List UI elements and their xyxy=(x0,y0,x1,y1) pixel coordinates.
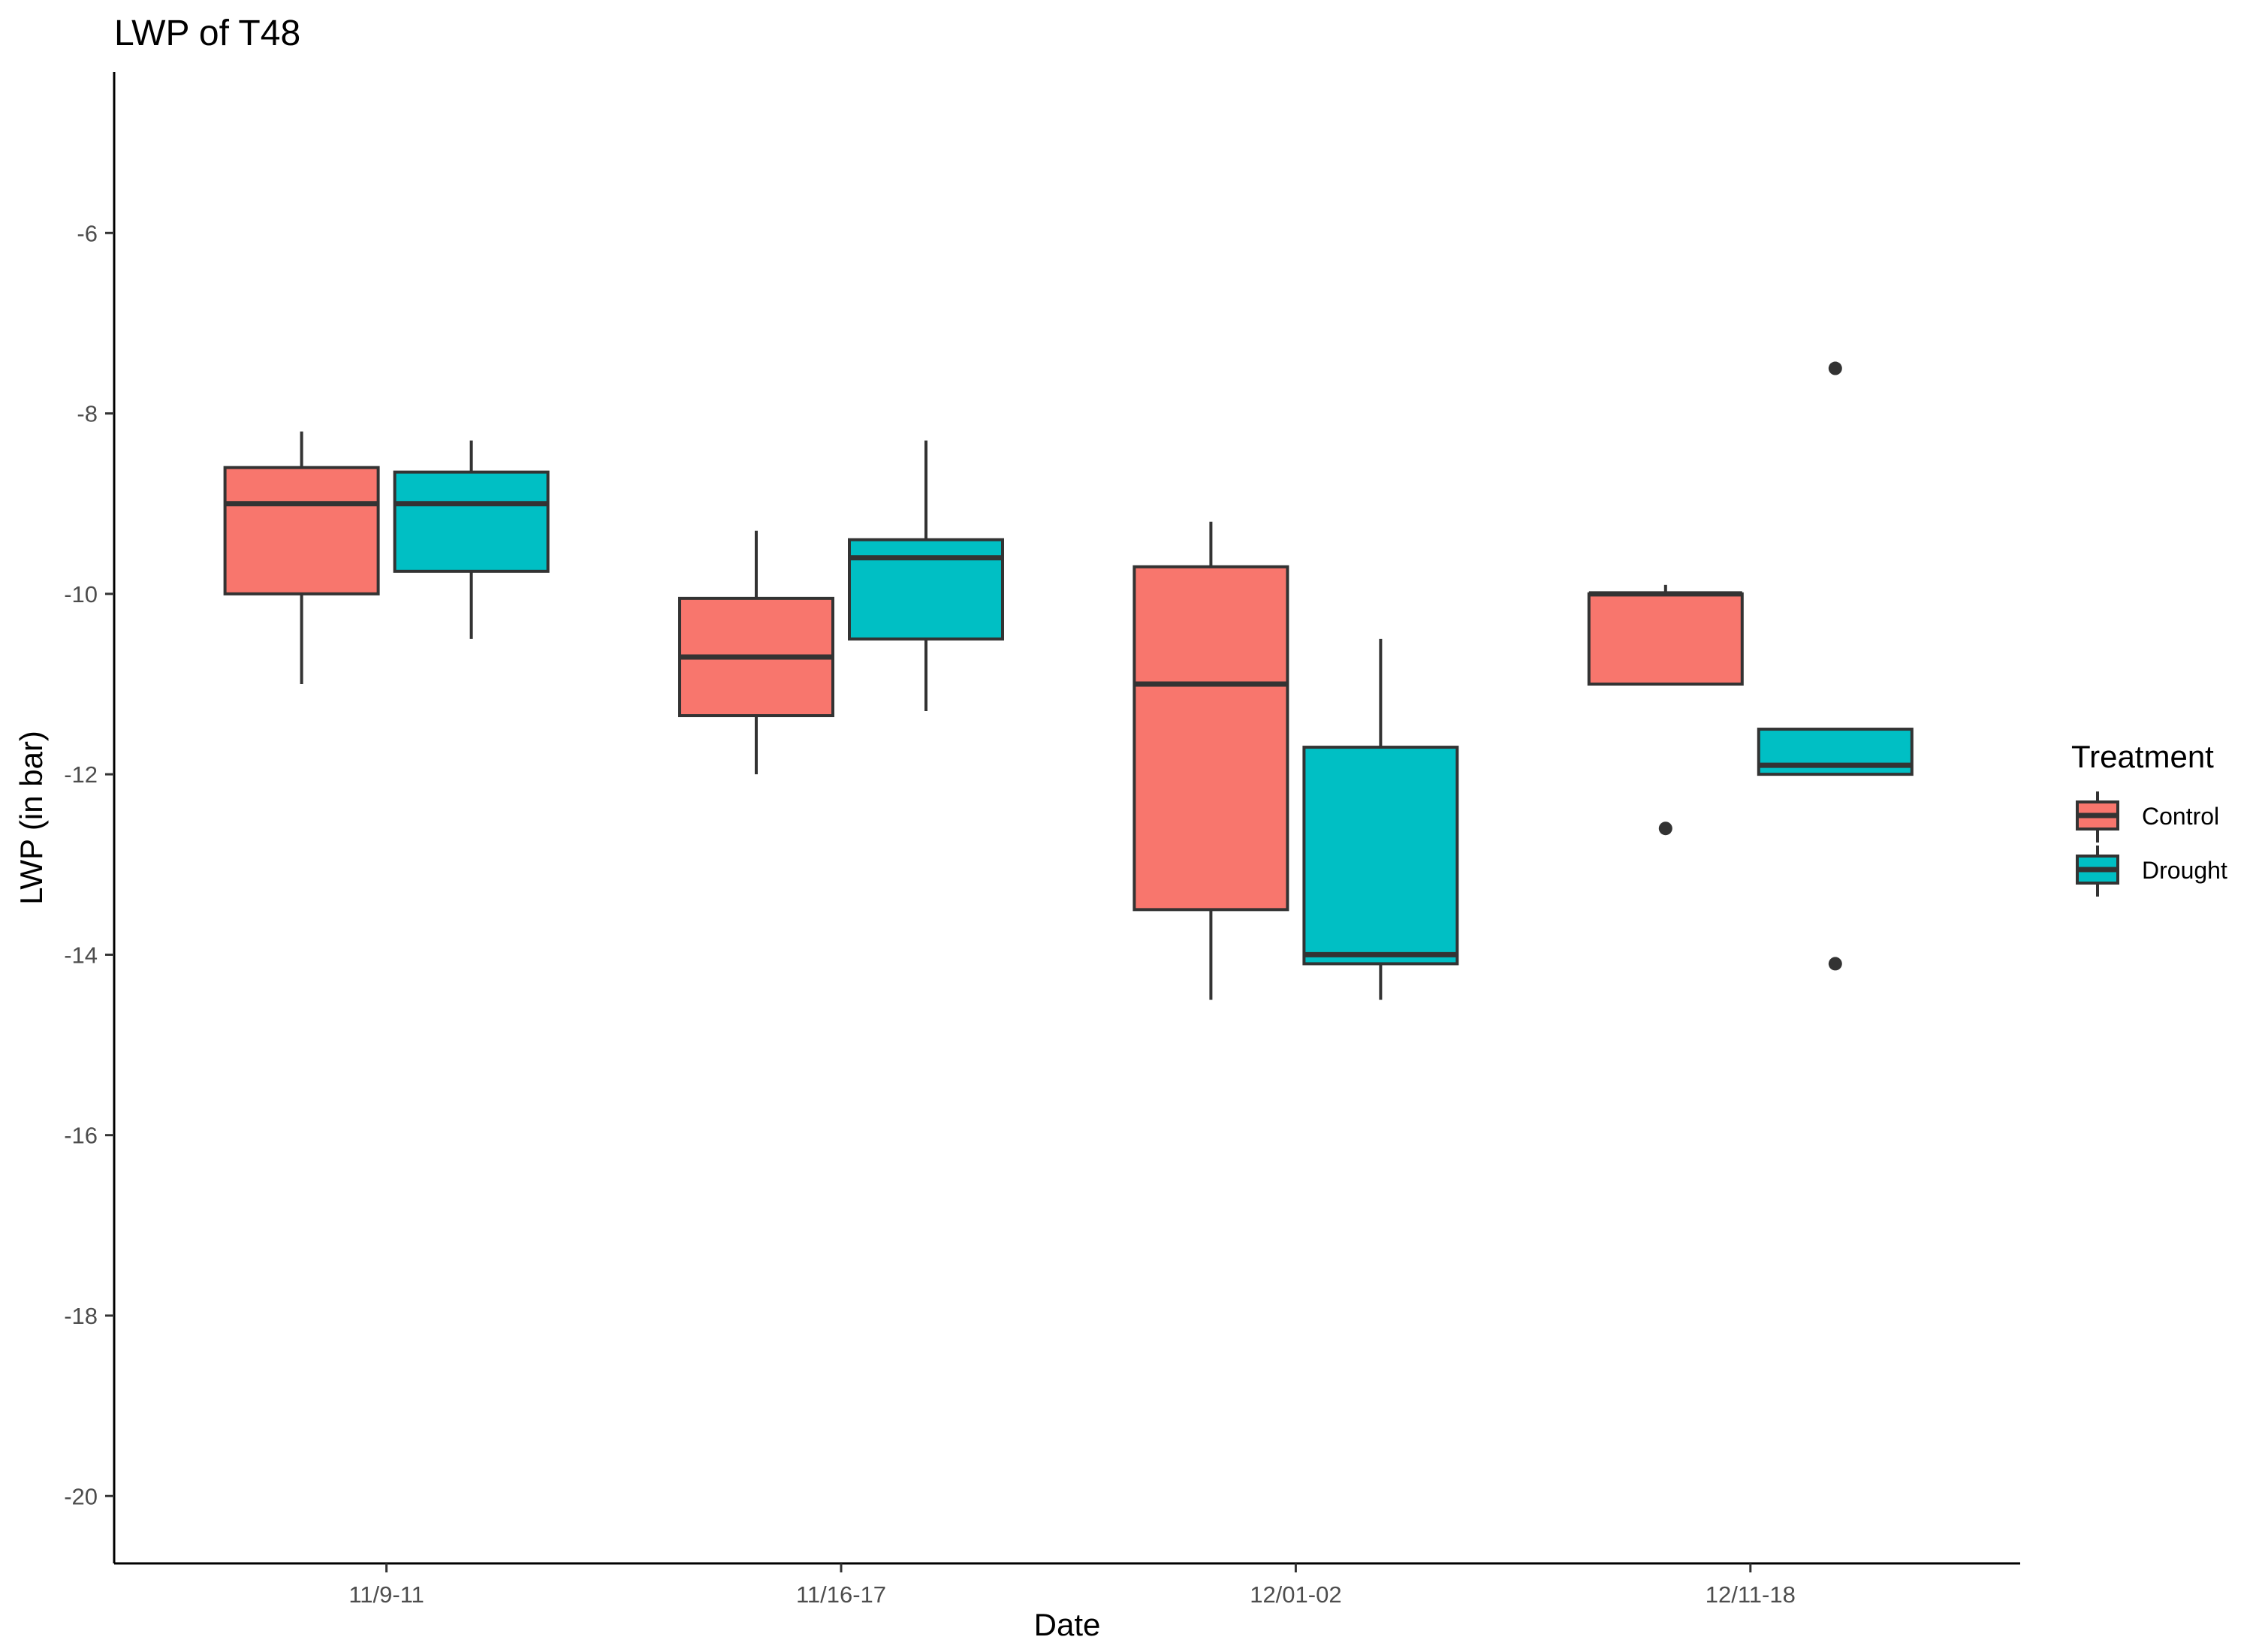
y-tick-label: -18 xyxy=(64,1303,98,1329)
legend-item-control: Control xyxy=(2076,791,2219,843)
iqr-box xyxy=(848,538,1004,641)
x-tick-label: 12/11-18 xyxy=(1706,1581,1796,1608)
y-tick-label: -20 xyxy=(64,1483,98,1509)
legend: Treatment Control Drought xyxy=(2071,739,2227,897)
plot-area xyxy=(223,361,1914,1000)
legend-label: Control xyxy=(2142,803,2219,830)
x-tick-label: 12/01-02 xyxy=(1250,1581,1341,1608)
chart-title: LWP of T48 xyxy=(114,14,300,53)
box-control-12/11-18 xyxy=(1587,584,1744,836)
y-tick-label: -12 xyxy=(64,761,98,788)
x-tick-label: 11/9-11 xyxy=(348,1581,424,1608)
box-drought-11/9-11 xyxy=(393,440,550,639)
y-tick-label: -16 xyxy=(64,1123,98,1149)
y-tick-label: -8 xyxy=(77,401,98,427)
iqr-box xyxy=(393,470,550,573)
x-axis-title: Date xyxy=(1034,1607,1101,1642)
box-control-11/16-17 xyxy=(678,530,834,775)
y-tick-label: -14 xyxy=(64,942,98,968)
iqr-box xyxy=(1133,565,1289,912)
iqr-box xyxy=(1587,592,1744,686)
box-control-12/01-02 xyxy=(1133,521,1289,1000)
y-axis-title: LWP (in bar) xyxy=(14,731,49,905)
outlier-point xyxy=(1658,821,1672,836)
outlier-point xyxy=(1828,361,1842,375)
box-drought-11/16-17 xyxy=(848,440,1004,712)
box-control-11/9-11 xyxy=(223,431,380,684)
y-axis: -6 -8 -10 -12 -14 -16 -18 -20 xyxy=(64,220,114,1509)
box-drought-12/11-18 xyxy=(1757,361,1914,971)
outlier-point xyxy=(1828,957,1842,971)
y-tick-label: -6 xyxy=(77,220,98,246)
iqr-box xyxy=(1302,746,1459,966)
legend-title: Treatment xyxy=(2071,739,2214,774)
legend-item-drought: Drought xyxy=(2076,846,2227,897)
y-tick-label: -10 xyxy=(64,581,98,607)
x-axis: 11/9-11 11/16-17 12/01-02 12/11-18 xyxy=(348,1563,1796,1608)
box-drought-12/01-02 xyxy=(1302,638,1459,1000)
x-tick-label: 11/16-17 xyxy=(796,1581,886,1608)
iqr-box xyxy=(223,466,380,595)
legend-label: Drought xyxy=(2142,857,2227,884)
